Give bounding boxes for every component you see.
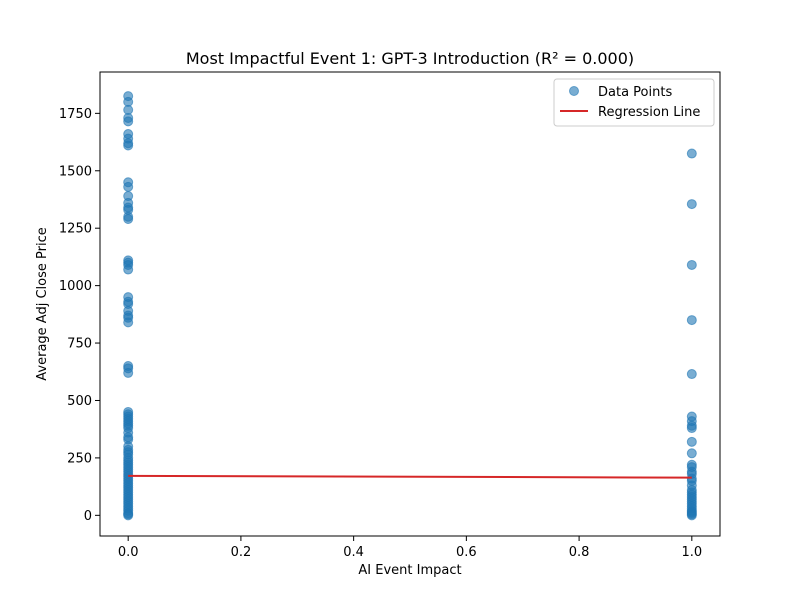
data-point xyxy=(686,436,697,447)
y-axis-label: Average Adj Close Price xyxy=(35,227,50,380)
data-point xyxy=(123,317,134,328)
x-tick-label: 0.4 xyxy=(343,545,364,560)
data-point xyxy=(123,367,134,378)
legend-label-regression-line: Regression Line xyxy=(598,105,700,120)
data-point xyxy=(123,214,134,225)
data-point xyxy=(686,369,697,380)
y-tick-label: 1000 xyxy=(59,279,92,294)
y-tick-label: 1750 xyxy=(59,107,92,122)
x-tick-label: 1.0 xyxy=(681,545,702,560)
data-point xyxy=(686,199,697,210)
data-point xyxy=(686,423,697,434)
y-axis: 0 250 500 750 1000 1250 1500 1750 xyxy=(59,107,100,524)
y-tick-label: 500 xyxy=(67,394,92,409)
data-point xyxy=(686,259,697,270)
data-point xyxy=(123,264,134,275)
points-layer xyxy=(123,91,697,521)
data-point xyxy=(686,315,697,326)
data-point xyxy=(123,116,134,127)
y-tick-label: 1500 xyxy=(59,164,92,179)
regression-line xyxy=(128,474,692,479)
plot-frame xyxy=(99,71,721,537)
data-point xyxy=(686,448,697,459)
legend-box xyxy=(553,78,715,127)
data-point xyxy=(123,510,134,521)
y-tick-label: 0 xyxy=(84,509,92,524)
chart-title: Most Impactful Event 1: GPT-3 Introducti… xyxy=(186,49,634,68)
legend-marker-data-points xyxy=(569,86,579,96)
x-axis-label: AI Event Impact xyxy=(358,563,461,578)
legend-label-data-points: Data Points xyxy=(598,85,672,100)
regression-layer xyxy=(128,474,692,479)
x-tick-label: 0.0 xyxy=(118,545,139,560)
x-tick-label: 0.6 xyxy=(456,545,477,560)
data-point xyxy=(686,148,697,159)
data-point xyxy=(123,140,134,151)
x-tick-label: 0.2 xyxy=(231,545,252,560)
y-tick-label: 750 xyxy=(67,337,92,352)
legend: Data Points Regression Line xyxy=(553,78,715,127)
x-tick-label: 0.8 xyxy=(569,545,590,560)
data-point xyxy=(686,510,697,521)
y-tick-label: 250 xyxy=(67,451,92,466)
y-tick-label: 1250 xyxy=(59,222,92,237)
x-axis: 0.0 0.2 0.4 0.6 0.8 1.0 xyxy=(118,536,702,560)
data-point xyxy=(123,181,134,192)
